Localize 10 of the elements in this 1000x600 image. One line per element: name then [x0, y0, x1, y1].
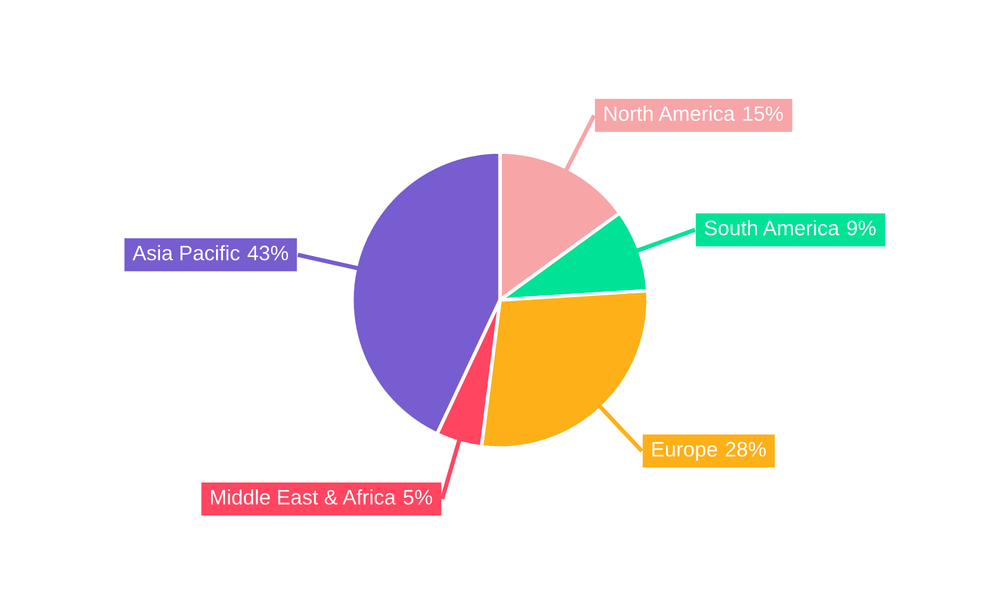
- slice-label: Europe: [652, 442, 717, 461]
- slice-label: North America: [604, 106, 735, 121]
- data-label: 28%: [726, 442, 766, 457]
- slice-label: Asia Pacific: [132, 245, 240, 260]
- slice-label: Middle East & Africa: [211, 489, 396, 505]
- data-label: 5%: [404, 490, 432, 505]
- data-label: 43%: [248, 246, 288, 260]
- data-label: 15%: [743, 106, 783, 121]
- data-label: 9%: [847, 220, 876, 236]
- slice-label: South America: [704, 220, 840, 236]
